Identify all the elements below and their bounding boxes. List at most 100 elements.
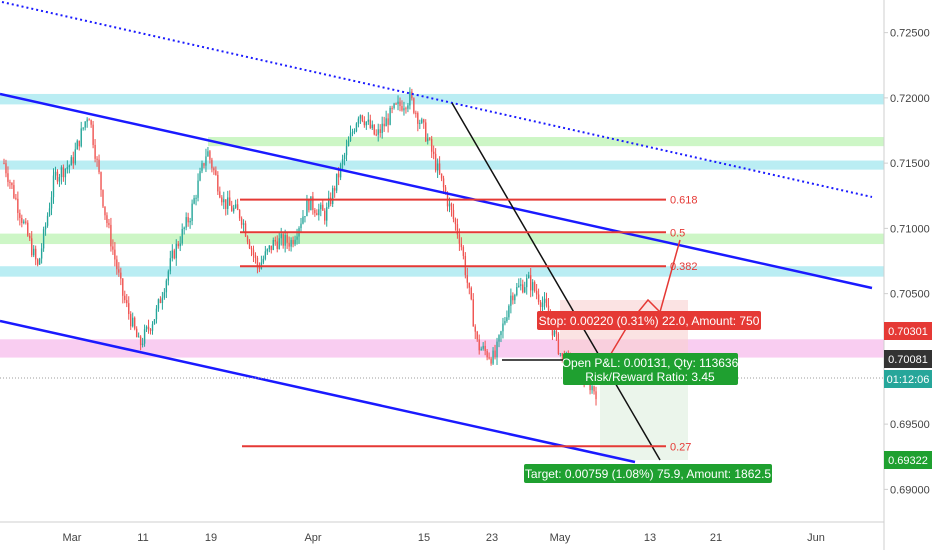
candle-body bbox=[272, 239, 274, 250]
stop-label-group[interactable]: Stop: 0.00220 (0.31%) 22.0, Amount: 750 bbox=[537, 311, 761, 330]
candle-body bbox=[223, 199, 225, 203]
candle-body bbox=[112, 246, 114, 250]
candle-body bbox=[379, 129, 381, 134]
pnl-label-group[interactable]: Open P&L: 0.00131, Qty: 113636 Risk/Rewa… bbox=[562, 353, 739, 385]
x-axis-ticks: Mar 11 19 Apr 15 23 May 13 21 Jun bbox=[63, 532, 825, 544]
candle-body bbox=[458, 234, 461, 244]
candle-body bbox=[401, 106, 403, 111]
candle-body bbox=[34, 248, 37, 260]
candle-body bbox=[185, 217, 187, 228]
candle-body bbox=[284, 235, 286, 246]
candle-body bbox=[56, 171, 59, 182]
candle-body bbox=[480, 348, 482, 351]
candle-body bbox=[149, 329, 152, 331]
candle-body bbox=[462, 247, 465, 256]
candle-body bbox=[128, 303, 130, 315]
candle-body bbox=[326, 207, 328, 221]
candle-body bbox=[88, 119, 90, 121]
candle-body bbox=[175, 243, 177, 259]
candle-body bbox=[66, 167, 69, 169]
candle-body bbox=[78, 140, 80, 147]
candle-body bbox=[5, 163, 7, 174]
y-tick-label: 0.71500 bbox=[890, 158, 930, 170]
candle-body bbox=[355, 123, 358, 132]
candle-body bbox=[40, 248, 43, 259]
candle-body bbox=[21, 217, 23, 223]
candle-body bbox=[126, 300, 128, 304]
candle-body bbox=[266, 249, 269, 252]
candle-body bbox=[423, 119, 425, 123]
black-trendline[interactable] bbox=[451, 102, 661, 461]
candle-body bbox=[108, 223, 110, 225]
candle-body bbox=[86, 119, 88, 122]
candle-body bbox=[163, 292, 166, 298]
candle-body bbox=[195, 197, 197, 199]
candle-body bbox=[456, 224, 459, 235]
candle-body bbox=[54, 171, 57, 176]
channel-top-line[interactable] bbox=[0, 92, 873, 290]
candle-body bbox=[306, 200, 308, 217]
candle-body bbox=[42, 229, 45, 249]
candle-body bbox=[395, 103, 397, 105]
zone-band bbox=[0, 233, 884, 245]
candle-body bbox=[141, 343, 144, 346]
zone-band bbox=[0, 160, 884, 170]
candle-body bbox=[143, 329, 146, 344]
price-tag-label: 0.70081 bbox=[888, 354, 928, 366]
candle-body bbox=[96, 158, 98, 160]
candle-body bbox=[520, 284, 522, 286]
candle-body bbox=[430, 139, 433, 152]
candle-body bbox=[122, 278, 124, 296]
candle-body bbox=[432, 151, 435, 154]
fib-label: 0.382 bbox=[670, 261, 698, 273]
candle-body bbox=[488, 357, 490, 359]
fib-levels: 0.618 0.5 0.382 0.27 bbox=[240, 195, 698, 453]
candle-body bbox=[436, 163, 439, 171]
candle-body bbox=[535, 290, 538, 295]
target-label: Target: 0.00759 (1.08%) 75.9, Amount: 18… bbox=[525, 467, 771, 481]
x-tick-label: 11 bbox=[137, 532, 148, 544]
candle-body bbox=[510, 295, 512, 306]
candle-body bbox=[377, 129, 379, 135]
candle-body bbox=[472, 299, 474, 327]
candle-body bbox=[460, 243, 463, 248]
candle-body bbox=[407, 105, 409, 109]
candle-body bbox=[373, 124, 375, 135]
candle-body bbox=[528, 275, 530, 279]
candle-body bbox=[229, 197, 231, 206]
candle-body bbox=[153, 319, 156, 325]
candle-body bbox=[29, 235, 31, 239]
candle-body bbox=[234, 204, 237, 208]
candle-body bbox=[337, 173, 340, 178]
candle-body bbox=[203, 163, 205, 166]
long-dotted-trendline[interactable] bbox=[1, 1, 873, 198]
candle-body bbox=[320, 204, 322, 210]
candle-body bbox=[411, 91, 413, 99]
target-label-group[interactable]: Target: 0.00759 (1.08%) 75.9, Amount: 18… bbox=[524, 464, 772, 483]
candle-body bbox=[494, 350, 496, 358]
candle-body bbox=[139, 336, 142, 346]
candle-body bbox=[102, 189, 104, 207]
candle-body bbox=[248, 241, 251, 249]
candle-body bbox=[365, 121, 368, 126]
candle-body bbox=[169, 258, 172, 272]
candle-body bbox=[48, 208, 51, 216]
candle-body bbox=[92, 124, 94, 145]
candle-body bbox=[240, 218, 243, 225]
candle-body bbox=[448, 203, 451, 207]
candle-body bbox=[209, 151, 211, 160]
candle-body bbox=[524, 287, 526, 293]
candle-body bbox=[252, 249, 255, 256]
y-tick-label: 0.72500 bbox=[890, 28, 930, 40]
candle-body bbox=[189, 220, 191, 223]
candle-body bbox=[482, 345, 484, 349]
channel-bottom-line[interactable] bbox=[0, 319, 636, 464]
candle-body bbox=[94, 144, 96, 159]
candle-body bbox=[413, 98, 415, 113]
price-tag bbox=[884, 322, 932, 340]
x-tick-label: Apr bbox=[304, 532, 321, 544]
candle-body bbox=[278, 238, 280, 249]
price-tag-label: 0.70301 bbox=[888, 326, 928, 338]
candle-body bbox=[531, 282, 534, 291]
